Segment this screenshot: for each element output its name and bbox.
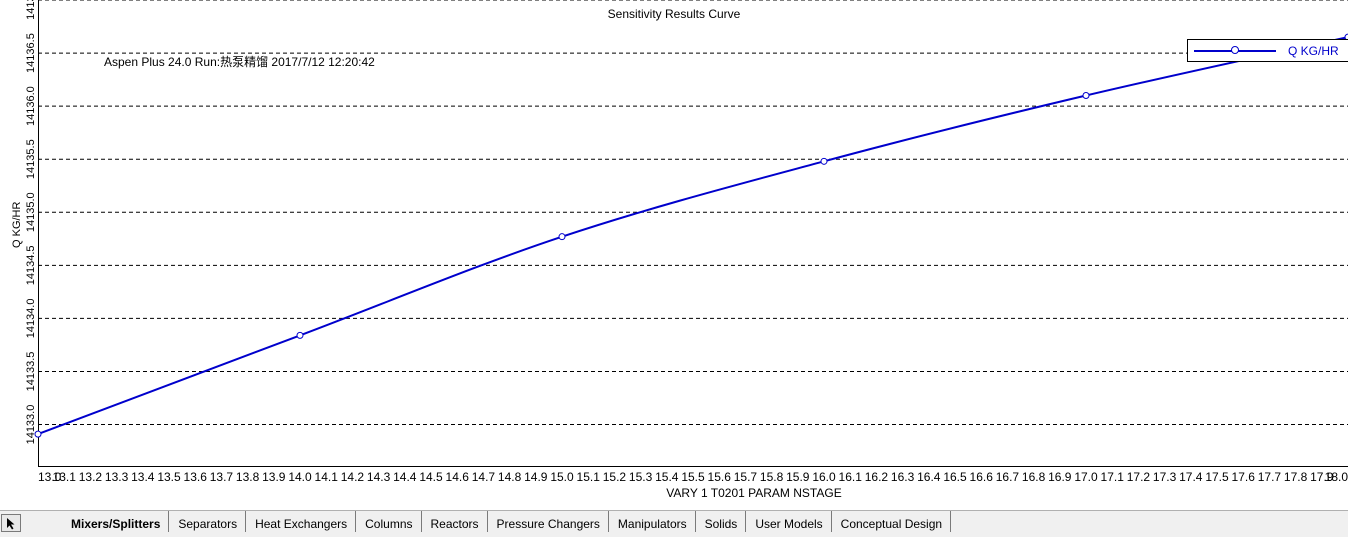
x-tick-label: 14.0 (288, 470, 312, 484)
tab-separators[interactable]: Separators (169, 511, 247, 532)
x-tick-label: 17.0 (1074, 470, 1098, 484)
x-tick-label: 16.9 (1048, 470, 1072, 484)
palette-tabs: Mixers/Splitters Separators Heat Exchanger… (62, 511, 952, 538)
data-point (296, 331, 304, 339)
x-tick-label: 17.9 (1310, 470, 1334, 484)
x-tick-label: 16.2 (865, 470, 889, 484)
x-tick-label: 17.3 (1153, 470, 1177, 484)
y-axis-label: Q KG/HR (11, 201, 23, 248)
data-point (1082, 92, 1090, 100)
x-tick-label: 13.2 (79, 470, 103, 484)
chart-legend: Q KG/HR (1187, 39, 1348, 62)
x-tick-label: 16.0 (812, 470, 836, 484)
x-tick-label: 17.7 (1258, 470, 1282, 484)
plot-area (38, 0, 1348, 467)
x-tick-label: 15.4 (655, 470, 679, 484)
data-point (558, 233, 566, 241)
y-tick-label: 14135.0 (25, 192, 37, 232)
tab-user-models[interactable]: User Models (746, 511, 832, 532)
y-tick-label: 14133.0 (25, 405, 37, 445)
x-tick-label: 16.5 (943, 470, 967, 484)
y-tick-label: 14136.5 (25, 33, 37, 73)
x-tick-label: 15.1 (577, 470, 601, 484)
run-info-annotation: Aspen Plus 24.0 Run:热泵精馏 2017/7/12 12:20… (104, 55, 375, 69)
x-tick-label: 15.6 (708, 470, 732, 484)
legend-marker-icon (1231, 46, 1239, 54)
x-tick-label: 17.5 (1205, 470, 1229, 484)
x-tick-label: 15.0 (550, 470, 574, 484)
x-tick-label: 15.2 (603, 470, 627, 484)
tab-heat-exchangers[interactable]: Heat Exchangers (246, 511, 357, 532)
x-tick-label: 13.9 (262, 470, 286, 484)
x-tick-label: 15.3 (629, 470, 653, 484)
y-tick-label: 14134.0 (25, 299, 37, 339)
x-tick-label: 16.7 (996, 470, 1020, 484)
x-tick-label: 16.6 (970, 470, 994, 484)
y-tick-label: 14137.0 (25, 0, 37, 20)
x-tick-label: 14.3 (367, 470, 391, 484)
x-tick-label: 14.5 (419, 470, 443, 484)
data-point (820, 157, 828, 165)
x-tick-label: 14.2 (341, 470, 365, 484)
x-tick-label: 13.3 (105, 470, 129, 484)
tab-mixers-splitters[interactable]: Mixers/Splitters (62, 511, 170, 532)
tab-pressure-changers[interactable]: Pressure Changers (488, 511, 609, 532)
tab-reactors[interactable]: Reactors (422, 511, 488, 532)
pointer-button[interactable] (1, 514, 21, 532)
x-tick-label: 14.9 (524, 470, 548, 484)
x-tick-label: 14.1 (315, 470, 339, 484)
tab-columns[interactable]: Columns (356, 511, 422, 532)
x-tick-label: 13.5 (157, 470, 181, 484)
tab-solids[interactable]: Solids (696, 511, 747, 532)
x-tick-label: 15.5 (681, 470, 705, 484)
x-tick-label: 13.1 (53, 470, 77, 484)
x-tick-label: 14.7 (472, 470, 496, 484)
x-tick-label: 14.6 (446, 470, 470, 484)
chart-title: Sensitivity Results Curve (607, 7, 741, 21)
y-tick-label: 14133.5 (25, 352, 37, 392)
x-tick-label: 14.8 (498, 470, 522, 484)
x-tick-label: 16.1 (839, 470, 863, 484)
x-tick-label: 18.0 (1325, 470, 1348, 484)
y-tick-label: 14135.5 (25, 139, 37, 179)
model-palette-tab-bar: Mixers/Splitters Separators Heat Exchanger… (0, 510, 1348, 537)
series-line (37, 36, 1348, 436)
x-tick-label: 14.4 (393, 470, 417, 484)
tab-manipulators[interactable]: Manipulators (609, 511, 696, 532)
x-tick-label: 17.1 (1101, 470, 1125, 484)
y-tick-label: 14134.5 (25, 245, 37, 285)
x-tick-label: 17.8 (1284, 470, 1308, 484)
x-tick-label: 13.4 (131, 470, 155, 484)
x-tick-label: 17.4 (1179, 470, 1203, 484)
x-tick-label: 13.6 (184, 470, 208, 484)
tab-conceptual-design[interactable]: Conceptual Design (832, 511, 952, 532)
x-tick-label: 13.0 (38, 470, 62, 484)
x-tick-label: 16.8 (1022, 470, 1046, 484)
x-tick-label: 16.4 (917, 470, 941, 484)
x-tick-label: 17.6 (1232, 470, 1256, 484)
x-tick-label: 15.7 (734, 470, 758, 484)
data-point (1344, 33, 1348, 41)
legend-entry-label: Q KG/HR (1288, 44, 1339, 58)
data-point (34, 430, 42, 438)
x-tick-label: 17.2 (1127, 470, 1151, 484)
arrow-pointer-icon (7, 518, 15, 530)
x-axis-label: VARY 1 T0201 PARAM NSTAGE (666, 486, 842, 500)
y-tick-label: 14136.0 (25, 86, 37, 126)
x-tick-label: 13.8 (236, 470, 260, 484)
x-tick-label: 15.9 (786, 470, 810, 484)
x-tick-label: 16.3 (891, 470, 915, 484)
x-tick-label: 15.8 (760, 470, 784, 484)
chart-canvas: 14133.0 14133.5 14134.0 14134.5 14135.0 14135… (25, 0, 1348, 484)
x-tick-label: 13.7 (210, 470, 234, 484)
x-axis-label-wrap: VARY 1 T0201 PARAM NSTAGE (0, 486, 1348, 500)
